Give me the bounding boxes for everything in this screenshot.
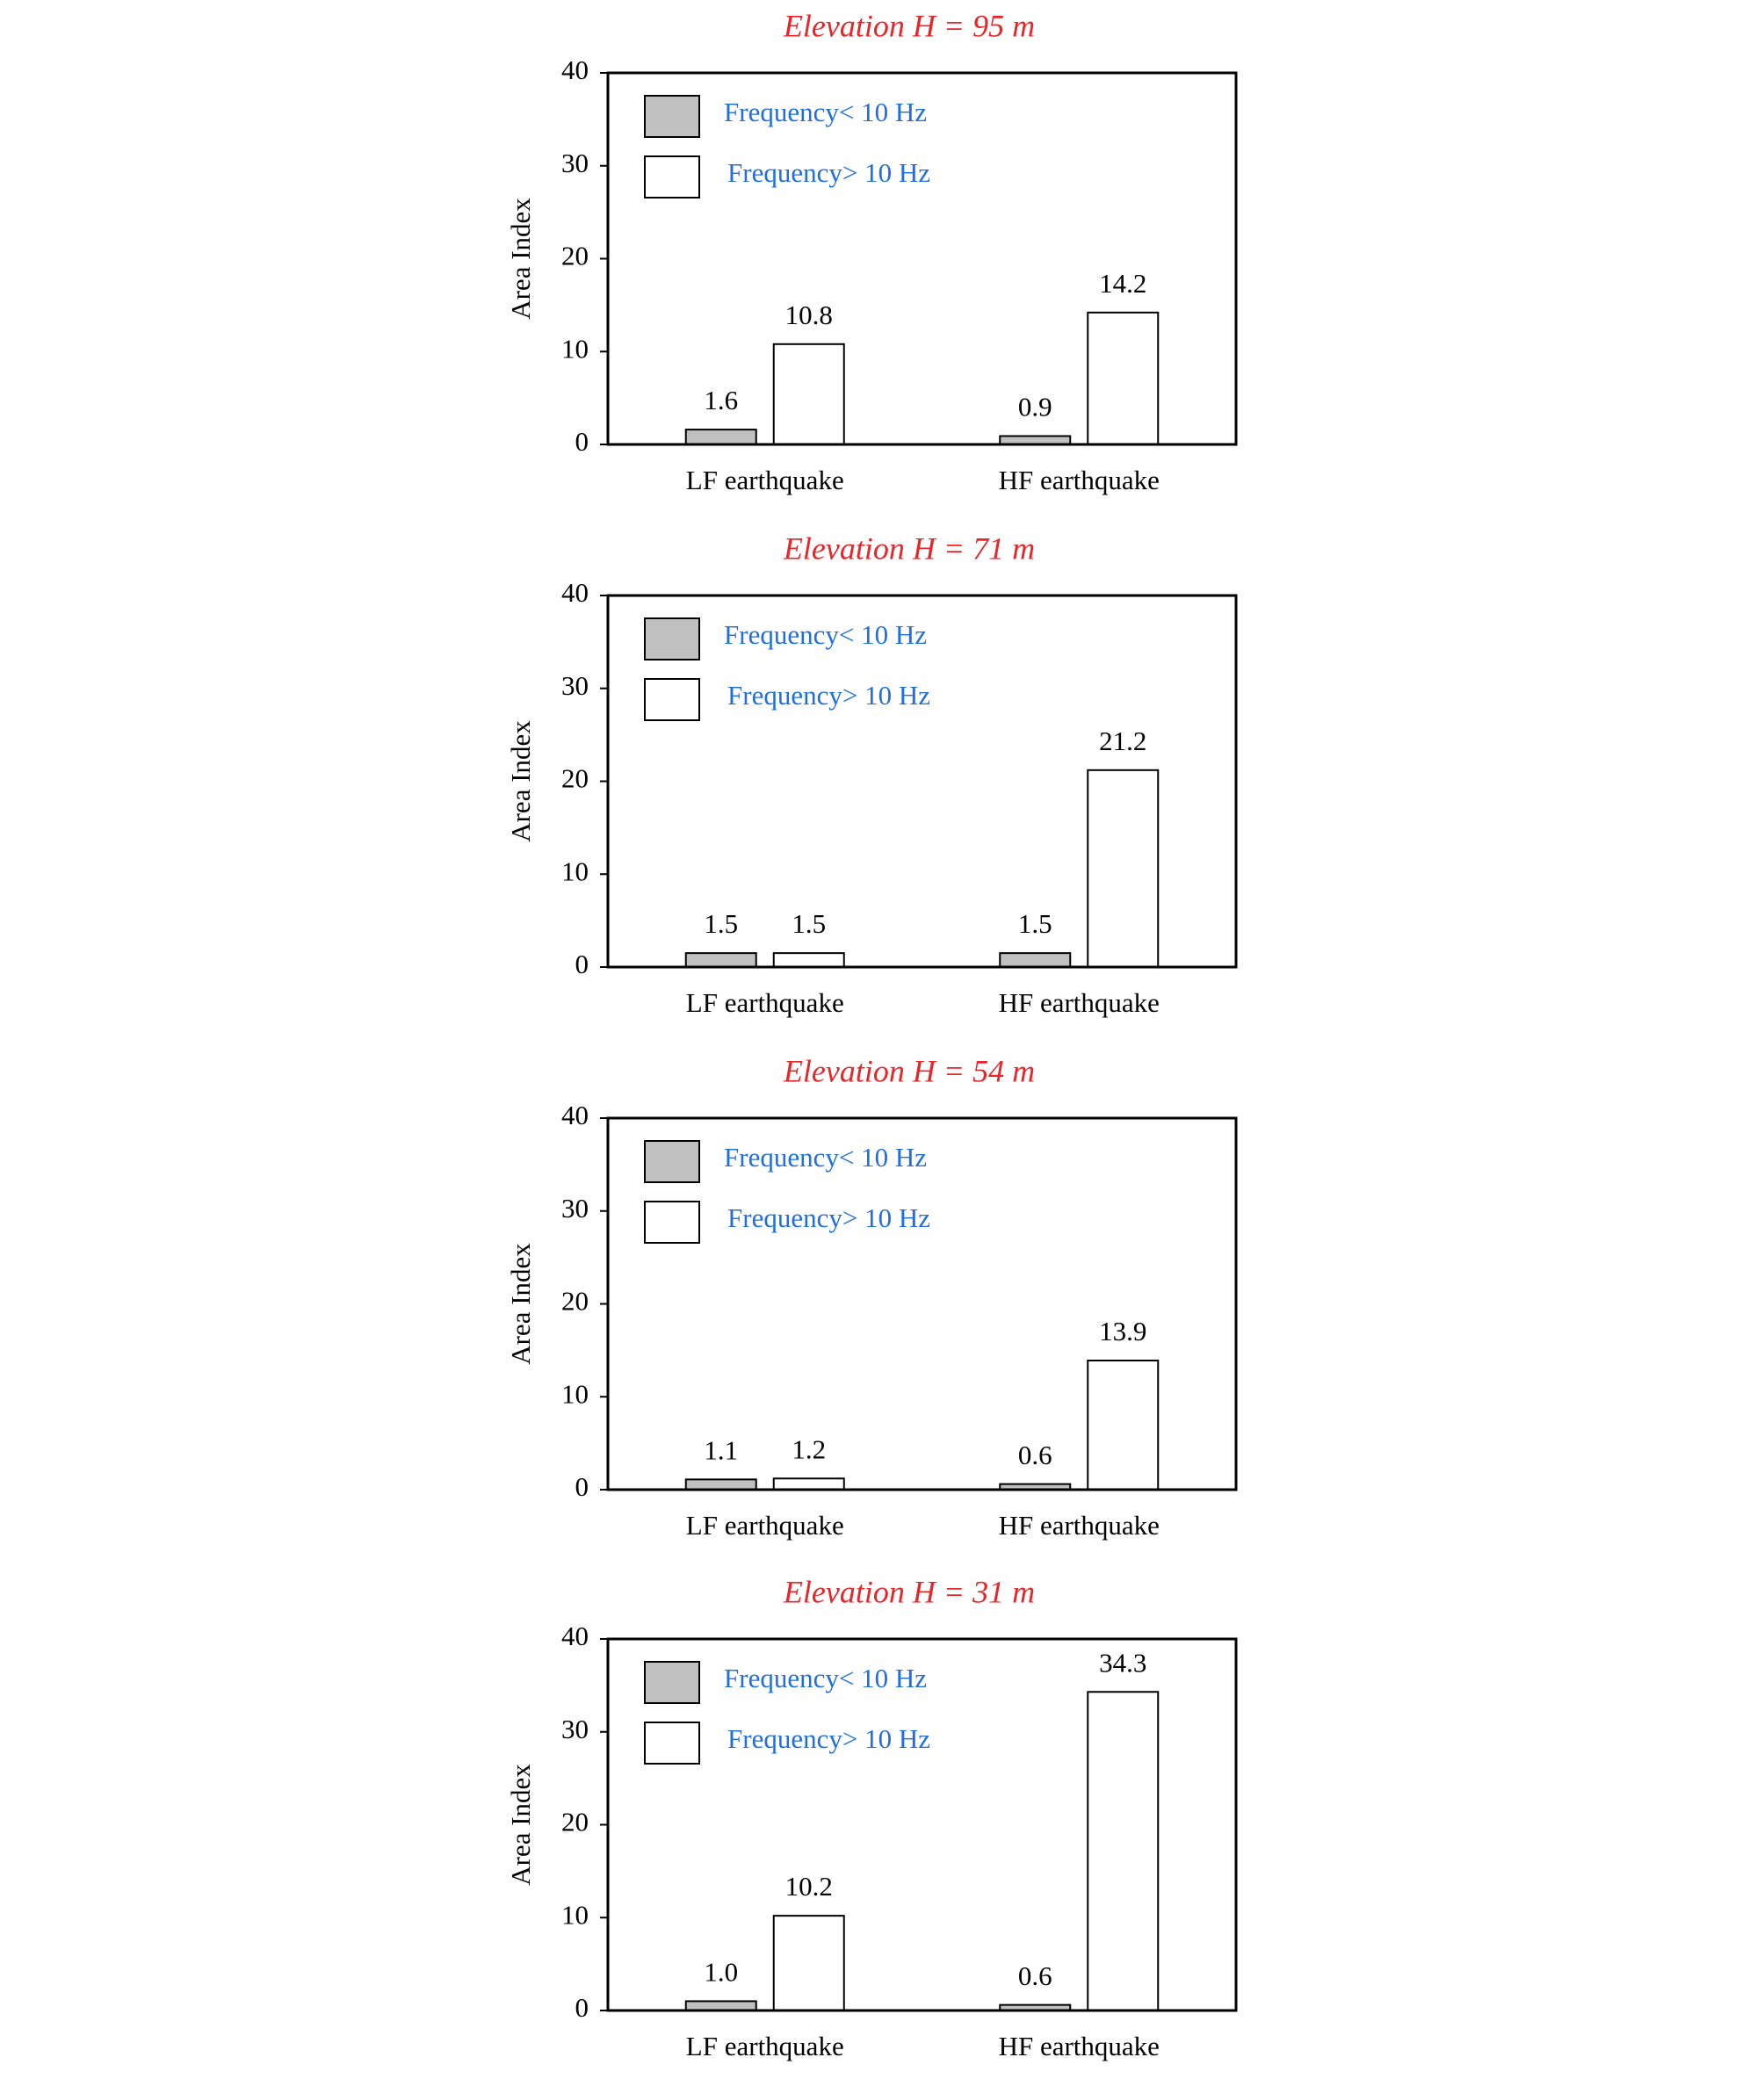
legend-label: Frequency> 10 Hz [727,1202,930,1233]
legend-label: Frequency< 10 Hz [724,619,927,650]
bar [684,1478,757,1491]
chart-title: Elevation H = 31 m [783,1574,1035,1609]
y-tick-label: 10 [561,1899,589,1930]
data-label: 0.6 [1018,1960,1052,1991]
legend-label: Frequency> 10 Hz [727,157,930,188]
data-label: 1.5 [1018,908,1052,939]
legend-swatch [644,1201,700,1244]
data-label: 13.9 [1099,1316,1146,1346]
x-tick-label: LF earthquake [686,1510,844,1541]
plot-frame [606,1637,1238,2012]
y-tick-label: 20 [561,241,589,271]
legend-swatch [644,155,700,199]
legend-label: Frequency< 10 Hz [724,1142,927,1173]
y-tick-label: 20 [561,1807,589,1837]
plot-frame [606,594,1238,969]
legend-swatch [644,1140,700,1183]
plot-frame [606,1116,1238,1491]
bar [1087,1360,1160,1491]
plot-frame [606,71,1238,446]
y-tick-label: 0 [575,426,589,457]
y-tick-label: 30 [561,1193,589,1224]
legend-swatch [644,617,700,661]
y-tick-label: 10 [561,1378,589,1409]
y-tick-label: 0 [575,1992,589,2023]
y-tick-label: 30 [561,670,589,701]
y-axis-label: Area Index [505,720,536,842]
y-tick-label: 0 [575,949,589,979]
x-tick-label: HF earthquake [999,465,1160,495]
y-axis-label: Area Index [505,198,536,320]
y-axis-label: Area Index [505,1243,536,1365]
chart-title: Elevation H = 54 m [783,1053,1035,1088]
bar [684,952,757,968]
bar [1087,311,1160,445]
legend-label: Frequency< 10 Hz [724,97,927,127]
data-label: 1.5 [704,908,738,939]
bar [772,343,845,446]
data-label: 1.2 [792,1433,826,1464]
data-label: 0.6 [1018,1440,1052,1470]
y-tick-label: 20 [561,763,589,794]
data-label: 1.1 [704,1434,738,1465]
x-tick-label: HF earthquake [999,987,1160,1018]
legend-swatch [644,95,700,138]
bar [772,1477,845,1491]
data-label: 10.8 [785,300,833,330]
y-tick-label: 0 [575,1471,589,1502]
y-axis-label: Area Index [505,1764,536,1886]
legend-label: Frequency> 10 Hz [727,680,930,711]
y-tick-label: 30 [561,1714,589,1744]
y-tick-label: 10 [561,855,589,886]
y-tick-label: 40 [561,1100,589,1130]
data-label: 10.2 [785,1871,833,1902]
data-label: 1.5 [792,908,826,939]
bar [1087,1691,1160,2011]
bar [684,2000,757,2012]
data-label: 34.3 [1099,1647,1146,1678]
chart-title: Elevation H = 95 m [783,8,1035,43]
legend-swatch [644,1661,700,1704]
bar [772,1915,845,2012]
x-tick-label: LF earthquake [686,465,844,495]
y-tick-label: 40 [561,54,589,85]
x-tick-label: HF earthquake [999,2031,1160,2061]
bar [999,952,1072,968]
legend-label: Frequency< 10 Hz [724,1663,927,1693]
bar [1087,769,1160,968]
y-tick-label: 10 [561,333,589,364]
data-label: 1.6 [704,385,738,415]
y-tick-label: 40 [561,577,589,608]
x-tick-label: LF earthquake [686,2031,844,2061]
data-label: 0.9 [1018,392,1052,422]
bar [684,429,757,445]
x-tick-label: HF earthquake [999,1510,1160,1541]
y-tick-label: 20 [561,1286,589,1317]
bar [772,952,845,968]
x-tick-label: LF earthquake [686,987,844,1018]
legend-swatch [644,678,700,721]
legend-swatch [644,1722,700,1765]
data-label: 14.2 [1099,268,1146,299]
chart-title: Elevation H = 71 m [783,531,1035,566]
y-tick-label: 30 [561,148,589,178]
data-label: 1.0 [704,1957,738,1988]
legend-label: Frequency> 10 Hz [727,1723,930,1754]
data-label: 21.2 [1099,725,1146,756]
y-tick-label: 40 [561,1621,589,1651]
